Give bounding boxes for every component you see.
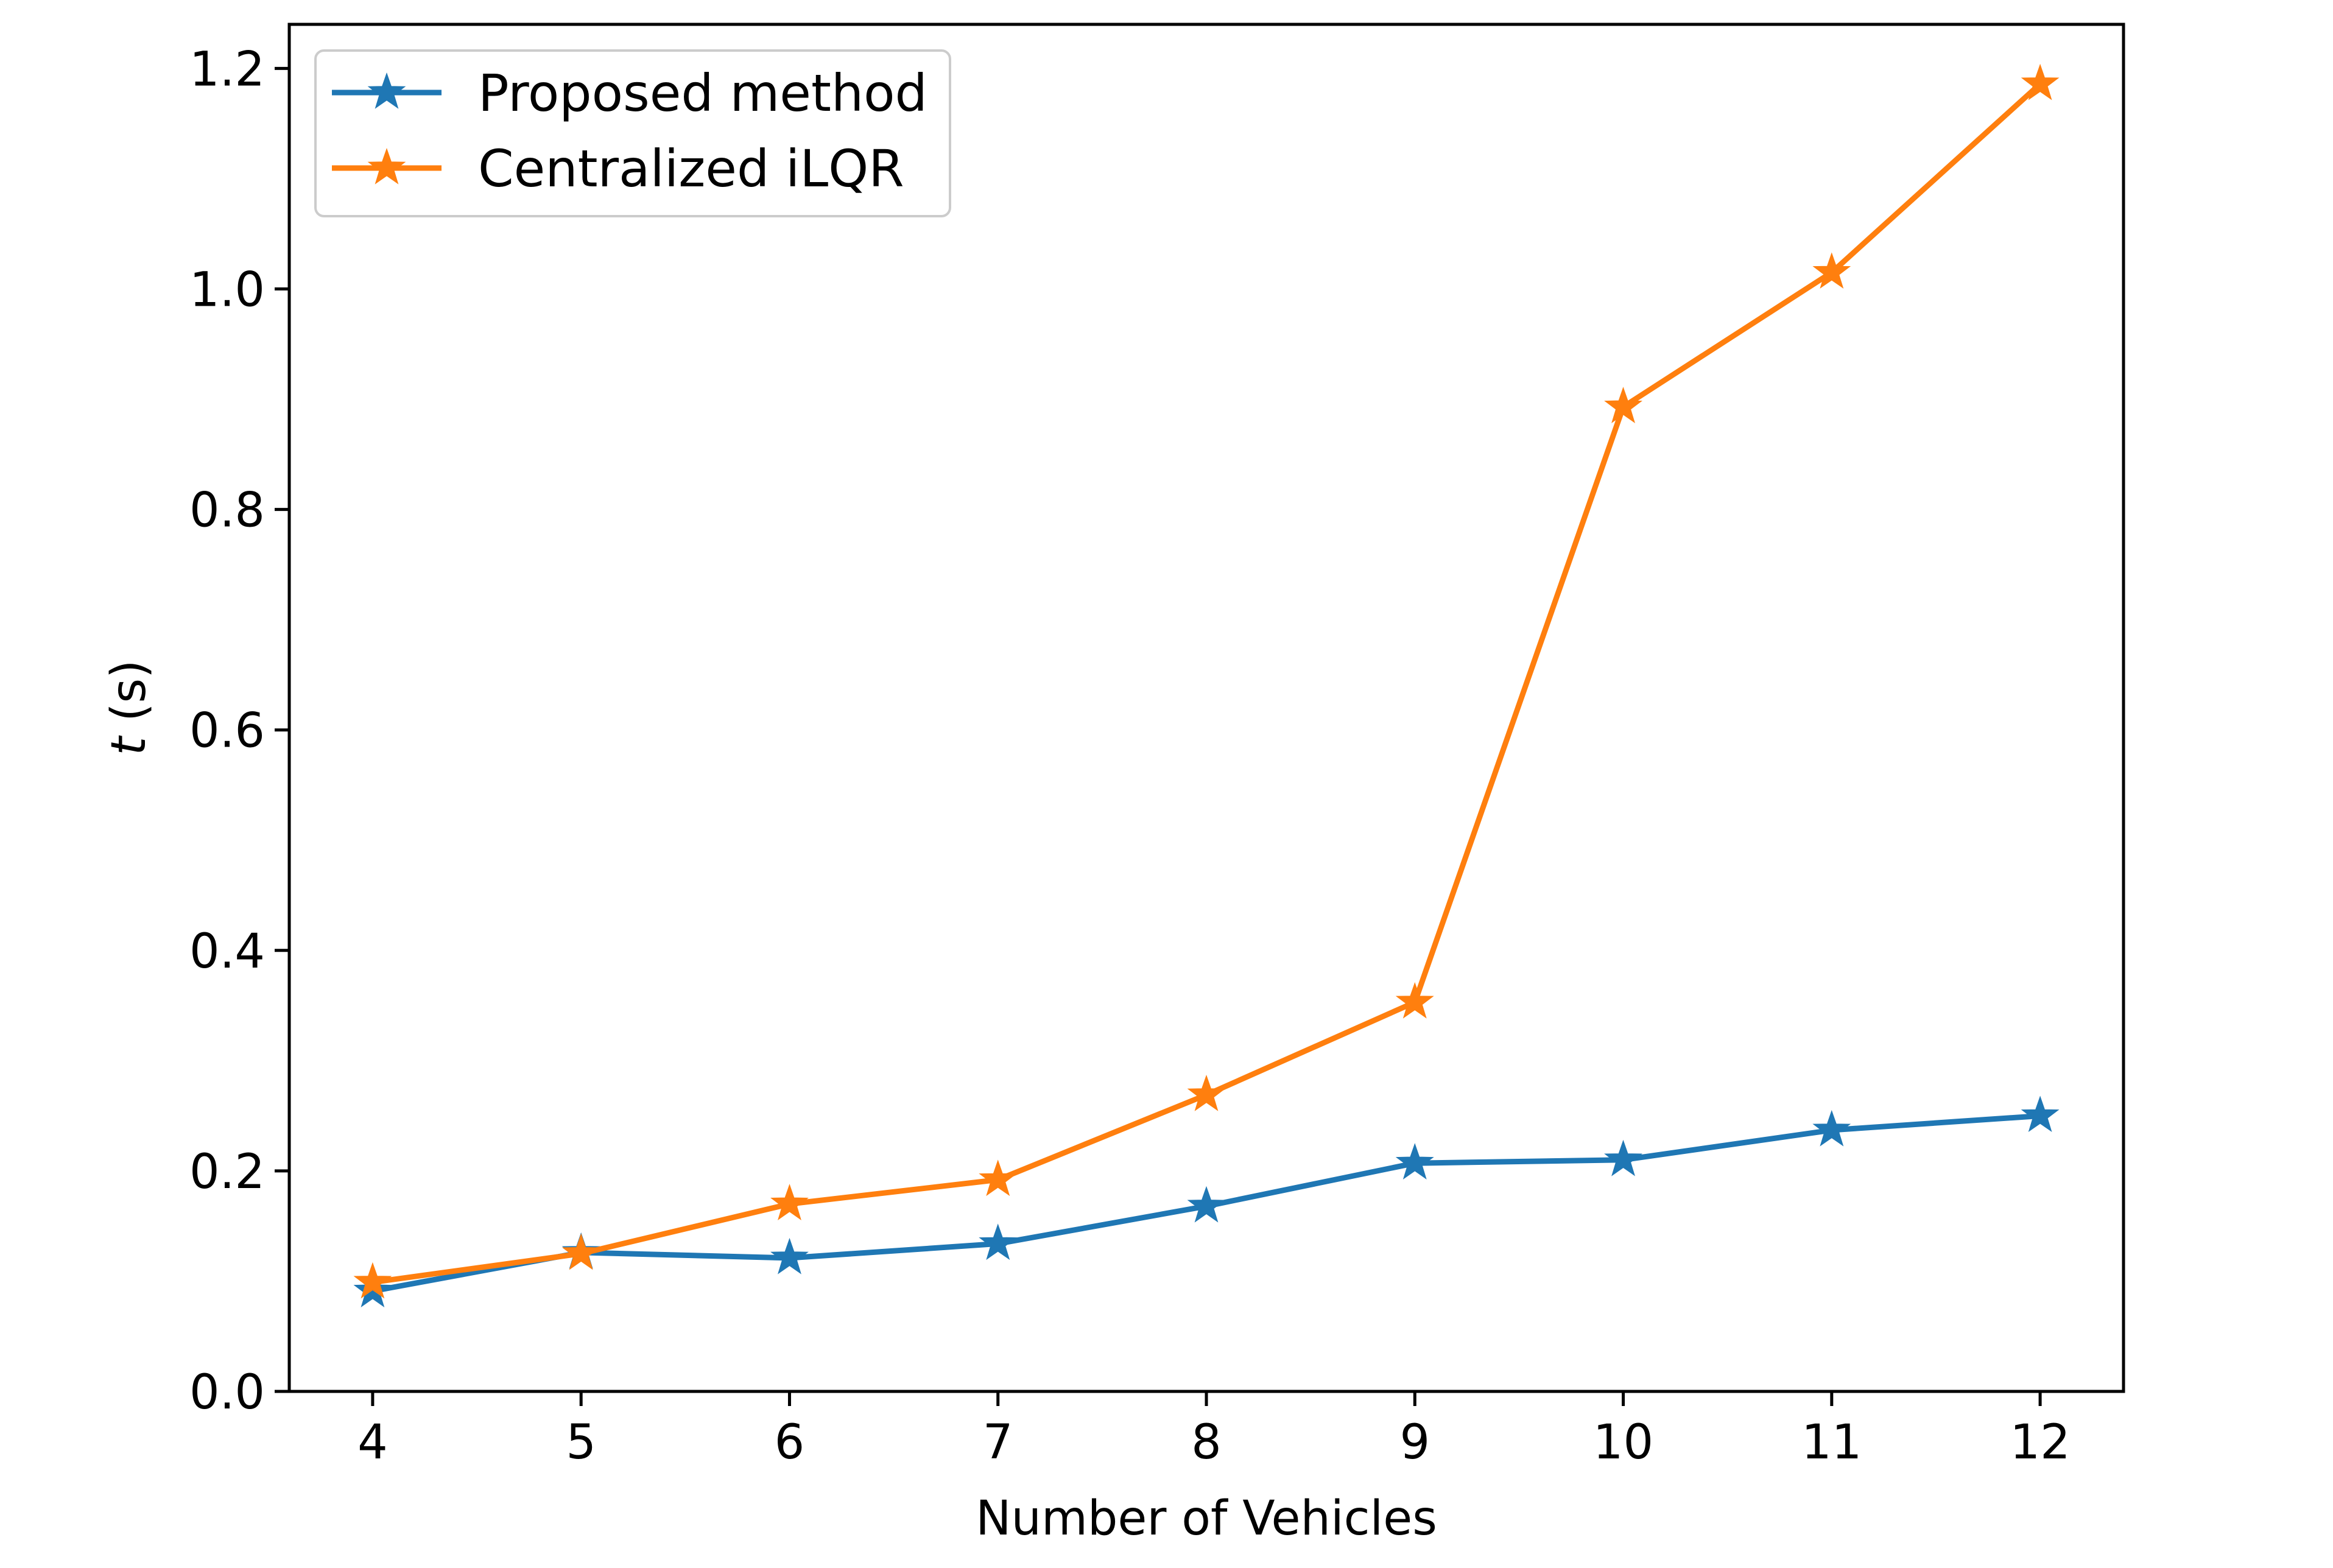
data-point-marker	[2021, 1095, 2060, 1133]
x-tick-label: 11	[1801, 1415, 1862, 1470]
data-point-marker	[1812, 252, 1851, 289]
x-tick-label: 9	[1399, 1415, 1430, 1470]
data-point-marker	[1187, 1074, 1226, 1111]
y-tick-label: 1.2	[189, 42, 265, 97]
x-tick-label: 7	[983, 1415, 1013, 1470]
legend-label-1: Proposed method	[478, 63, 927, 123]
data-point-marker	[1395, 1143, 1434, 1180]
data-point-marker	[561, 1233, 600, 1270]
data-point-marker	[1395, 982, 1434, 1019]
data-point-marker	[1812, 1109, 1851, 1147]
legend-box	[314, 49, 951, 217]
y-axis-variable: t	[102, 735, 157, 755]
y-tick-label: 0.6	[189, 704, 265, 759]
y-tick-label: 1.0	[189, 263, 265, 318]
data-point-marker	[979, 1159, 1018, 1197]
data-point-marker	[2021, 63, 2060, 100]
y-axis-unit: (s)	[102, 660, 157, 737]
series-layer	[353, 63, 2060, 1307]
y-tick-label: 0.2	[189, 1145, 265, 1200]
data-point-marker	[979, 1223, 1018, 1260]
x-tick-label: 5	[566, 1415, 596, 1470]
x-axis-label: Number of Vehicles	[976, 1491, 1437, 1546]
legend-marker	[367, 147, 406, 185]
y-axis-ticks: 0.0 0.2 0.4 0.6 0.8 1.0 1.2	[189, 42, 289, 1420]
y-tick-label: 0.0	[189, 1365, 265, 1420]
y-axis-label: t (s)	[102, 660, 157, 756]
data-point-marker	[1604, 387, 1642, 423]
x-tick-label: 12	[2010, 1415, 2070, 1470]
x-tick-label: 4	[357, 1415, 388, 1470]
data-point-marker	[1604, 1139, 1642, 1176]
x-tick-label: 8	[1191, 1415, 1222, 1470]
x-tick-label: 6	[775, 1415, 805, 1470]
data-point-marker	[770, 1184, 809, 1220]
y-tick-label: 0.8	[189, 483, 265, 538]
data-point-marker	[353, 1262, 392, 1299]
x-tick-label: 10	[1593, 1415, 1653, 1470]
y-tick-label: 0.4	[189, 924, 265, 979]
legend-label-2: Centralized iLQR	[478, 139, 904, 199]
data-point-marker	[1187, 1186, 1226, 1223]
data-point-marker	[770, 1237, 809, 1274]
legend: Proposed method Centralized iLQR	[314, 49, 951, 217]
legend-marker	[367, 72, 406, 109]
x-axis-ticks: 4 5 6 7 8 9 10 11 12	[357, 1391, 2071, 1470]
